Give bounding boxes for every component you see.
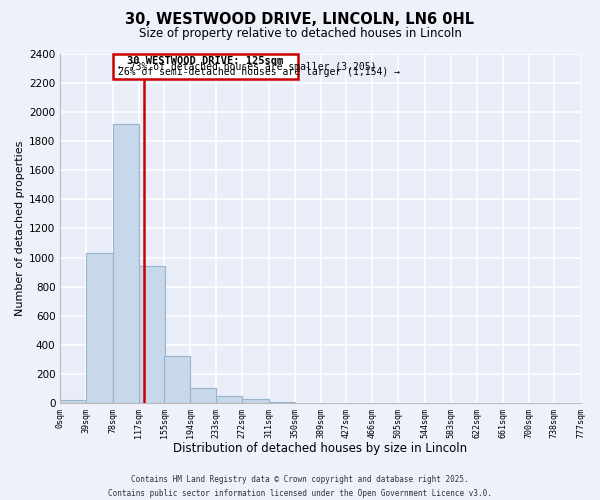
Text: 26% of semi-detached houses are larger (1,154) →: 26% of semi-detached houses are larger (… [118,67,400,77]
Y-axis label: Number of detached properties: Number of detached properties [15,141,25,316]
Bar [139,266,165,403]
Bar [60,400,86,403]
Bar [86,253,113,403]
Bar [269,402,295,403]
X-axis label: Distribution of detached houses by size in Lincoln: Distribution of detached houses by size … [173,442,467,455]
Bar [216,396,242,403]
Bar [242,400,269,403]
Bar [190,388,216,403]
Text: Contains HM Land Registry data © Crown copyright and database right 2025.
Contai: Contains HM Land Registry data © Crown c… [108,476,492,498]
FancyBboxPatch shape [113,54,298,78]
Text: Size of property relative to detached houses in Lincoln: Size of property relative to detached ho… [139,28,461,40]
Text: 30, WESTWOOD DRIVE, LINCOLN, LN6 0HL: 30, WESTWOOD DRIVE, LINCOLN, LN6 0HL [125,12,475,28]
Text: 30 WESTWOOD DRIVE: 125sqm: 30 WESTWOOD DRIVE: 125sqm [127,56,283,66]
Bar [164,356,190,403]
Bar [113,124,139,403]
Text: ← 73% of detached houses are smaller (3,205): ← 73% of detached houses are smaller (3,… [118,62,376,72]
